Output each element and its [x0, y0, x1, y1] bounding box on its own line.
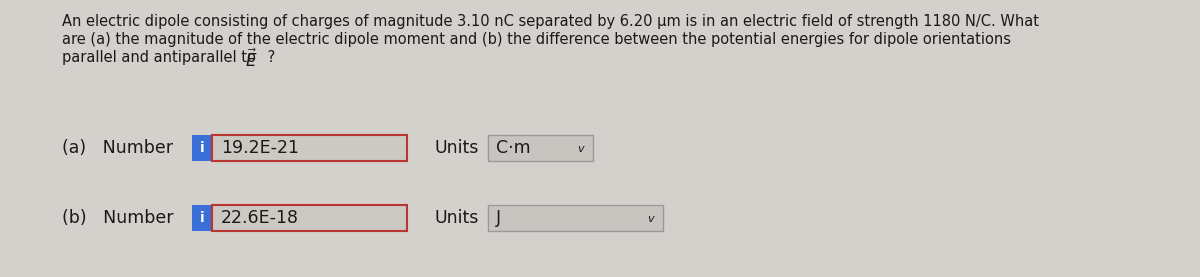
- Text: (a)   Number: (a) Number: [62, 139, 173, 157]
- Bar: [488, 135, 593, 161]
- Text: i: i: [199, 211, 204, 225]
- Text: ?: ?: [263, 50, 275, 65]
- Text: Units: Units: [436, 139, 479, 157]
- Text: i: i: [199, 141, 204, 155]
- Bar: [212, 205, 407, 231]
- Text: v: v: [577, 144, 583, 154]
- Text: parallel and antiparallel to: parallel and antiparallel to: [62, 50, 256, 65]
- Text: An electric dipole consisting of charges of magnitude 3.10 nC separated by 6.20 : An electric dipole consisting of charges…: [62, 14, 1039, 29]
- Text: 22.6E-18: 22.6E-18: [221, 209, 299, 227]
- Text: are (a) the magnitude of the electric dipole moment and (b) the difference betwe: are (a) the magnitude of the electric di…: [62, 32, 1010, 47]
- Text: (b)   Number: (b) Number: [62, 209, 174, 227]
- Bar: [192, 135, 212, 161]
- Text: v: v: [647, 214, 654, 224]
- Text: Units: Units: [436, 209, 479, 227]
- Text: 19.2E-21: 19.2E-21: [221, 139, 299, 157]
- Text: C·m: C·m: [496, 139, 530, 157]
- Text: $\vec{E}$: $\vec{E}$: [245, 49, 258, 71]
- Bar: [488, 205, 662, 231]
- Text: J: J: [496, 209, 502, 227]
- Bar: [192, 205, 212, 231]
- Bar: [212, 135, 407, 161]
